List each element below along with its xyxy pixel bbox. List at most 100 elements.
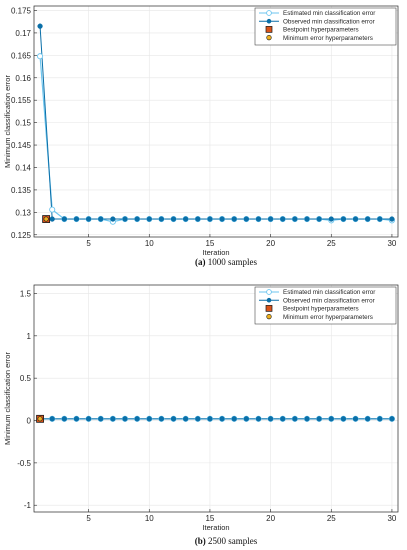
legend-swatch-marker [266,289,272,295]
observed-point [340,216,347,222]
legend-box [254,286,397,325]
figure-caption: (a) 1000 samples [195,257,257,267]
observed-point [389,416,395,422]
observed-point [255,416,262,422]
x-tick-label: 5 [86,514,91,523]
legend-swatch-marker [266,297,272,303]
legend-swatch-marker [266,314,272,320]
observed-point [122,216,128,222]
y-tick-label: -1 [24,501,32,510]
observed-point [377,416,383,422]
y-tick-label: 1.5 [20,289,32,298]
y-tick-label: 0.175 [11,6,32,15]
legend-swatch-marker [265,26,273,33]
observed-point [122,416,128,422]
y-axis-label: Minimum classification error [3,75,12,168]
observed-point [316,416,322,422]
observed-point [98,216,104,222]
caption-text: 2500 samples [206,536,258,546]
observed-point [170,416,177,422]
legend-label: Minimum error hyperparameters [283,314,373,321]
observed-point [98,416,104,422]
observed-point [170,216,177,222]
observed-point [158,416,165,422]
legend-label: Observed min classification error [283,297,375,304]
y-tick-label: 0.17 [15,29,31,38]
observed-point [328,216,334,222]
legend-label: Bestpoint hyperparameters [283,27,359,34]
legend-swatch-marker [266,18,272,24]
observed-point [219,216,225,222]
series-points [37,23,395,225]
legend-swatch-marker [265,305,273,312]
legend-label: Observed min classification error [283,18,375,25]
grid [34,6,398,237]
x-tick-label: 10 [145,239,154,248]
y-axis-label: Minimum classification error [3,352,12,445]
observed-point [146,416,152,422]
x-axis-label: Iteration [202,523,229,532]
observed-point [267,416,274,422]
legend-label: Estimated min classification error [283,289,375,296]
observed-point [219,416,225,422]
x-tick-label: 25 [327,514,336,523]
observed-point [243,216,249,222]
legend: Estimated min classification errorObserv… [254,286,397,325]
legend: Estimated min classification errorObserv… [254,7,397,46]
x-tick-label: 20 [266,514,275,523]
y-tick-label: -0.5 [17,459,31,468]
x-tick-label: 15 [205,239,214,248]
observed-point [280,416,286,422]
y-tick-label: 0.135 [11,186,32,195]
x-tick-label: 30 [387,239,396,248]
y-tick-label: 0.165 [11,51,32,60]
observed-point [110,416,116,422]
legend-swatch-marker [266,10,272,16]
observed-point [207,416,213,422]
legend-swatch-marker [266,34,272,41]
x-tick-label: 20 [266,239,275,248]
legend-label: Minimum error hyperparameters [283,35,373,42]
y-tick-label: 0.13 [15,208,31,217]
series-points [37,415,395,422]
x-tick-label: 15 [205,514,214,523]
observed-point [267,216,274,222]
observed-point [37,23,43,29]
observed-point [377,216,383,222]
observed-point [365,216,371,222]
observed-point [292,416,298,422]
estimated-point [49,206,56,213]
observed-point [316,216,322,222]
observed-point [110,216,116,222]
legend-box [254,7,397,46]
observed-point [280,216,286,222]
observed-point [183,216,189,222]
observed-point [146,216,152,222]
observed-point [49,216,55,222]
observed-point [134,416,140,422]
y-tick-label: 0 [27,417,32,426]
figure-caption: (b) 2500 samples [195,536,258,546]
observed-point [328,416,334,422]
chart-2500-samples: 5 10 15 20 25 30 -1 -0.5 0 0.5 1 1.5 Iteration Minimu… [3,284,399,546]
observed-point [195,416,201,422]
observed-point [61,216,67,222]
y-tick-label: 0.145 [11,141,32,150]
y-tick-label: 0.16 [15,74,31,83]
observed-point [304,216,310,222]
observed-point [304,416,310,422]
min-error-marker [37,416,43,422]
x-tick-label: 5 [86,239,91,248]
axes-box [33,284,399,513]
x-tick-label: 25 [327,239,336,248]
observed-point [292,216,298,222]
min-error-marker [43,216,49,222]
observed-point [255,216,262,222]
y-tick-label: 0.155 [11,96,32,105]
observed-point [73,416,80,422]
legend-label: Bestpoint hyperparameters [283,306,359,313]
y-tick-label: 0.15 [15,119,31,128]
observed-point [352,416,359,422]
y-tick-label: 1 [27,332,32,341]
